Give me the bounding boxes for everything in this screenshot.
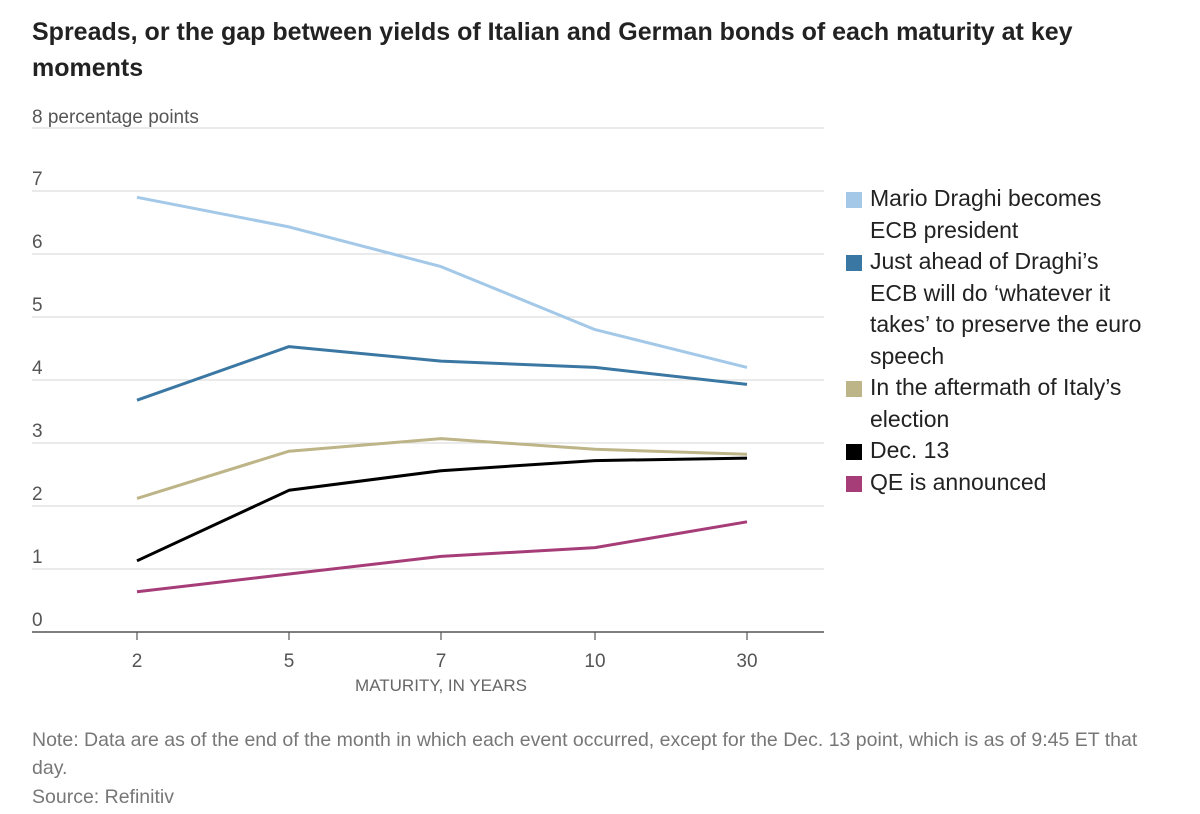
legend-label: Mario Draghi becomes ECB president (870, 185, 1102, 243)
series-line-5 (136, 520, 748, 594)
y-tick-label: 3 (32, 421, 43, 442)
chart-note: Note: Data are as of the end of the mont… (32, 729, 1138, 779)
legend-label: In the aftermath of Italy’s election (870, 374, 1122, 432)
y-tick-label: 6 (32, 232, 43, 253)
legend-item: Dec. 13 (846, 435, 1146, 467)
y-tick-label: 1 (32, 547, 43, 568)
series-line-4 (136, 456, 748, 563)
chart-source: Source: Refinitiv (32, 786, 174, 808)
x-axis-title: MATURITY, IN YEARS (355, 676, 527, 695)
legend-label: Just ahead of Draghi’s ECB will do ‘what… (870, 248, 1142, 369)
x-tick-label: 7 (436, 651, 447, 672)
series-line-2 (136, 345, 748, 402)
legend-swatch (846, 381, 862, 397)
series-line-3 (136, 437, 748, 500)
y-tick-label: 2 (32, 484, 43, 505)
y-tick-label: 5 (32, 295, 43, 316)
legend-label: QE is announced (870, 468, 1047, 495)
legend-swatch (846, 444, 862, 460)
legend-swatch (846, 192, 862, 208)
series-line-1 (136, 195, 748, 369)
y-tick-label: 4 (32, 358, 43, 379)
chart-legend: Mario Draghi becomes ECB president Just a… (846, 183, 1146, 498)
chart-title: Spreads, or the gap between yields of It… (32, 18, 1073, 82)
legend-item: Mario Draghi becomes ECB president (846, 183, 1146, 246)
chart-plot: 0 1 2 3 4 5 6 7 2 5 7 10 30 8 percentage points MAT… (32, 107, 824, 695)
x-tick-label: 2 (132, 651, 143, 672)
legend-label: Dec. 13 (870, 437, 950, 463)
y-axis-unit-label: 8 percentage points (32, 107, 199, 128)
y-tick-label: 0 (32, 610, 43, 631)
legend-swatch (846, 475, 862, 492)
legend-item: QE is announced (846, 467, 1146, 499)
y-tick-label: 7 (32, 169, 43, 190)
legend-item: In the aftermath of Italy’s election (846, 372, 1146, 435)
legend-item: Just ahead of Draghi’s ECB will do ‘what… (846, 246, 1146, 372)
x-tick-label: 10 (584, 651, 605, 672)
legend-swatch (846, 255, 862, 271)
x-tick-label: 30 (736, 651, 757, 672)
x-tick-label: 5 (284, 651, 295, 672)
